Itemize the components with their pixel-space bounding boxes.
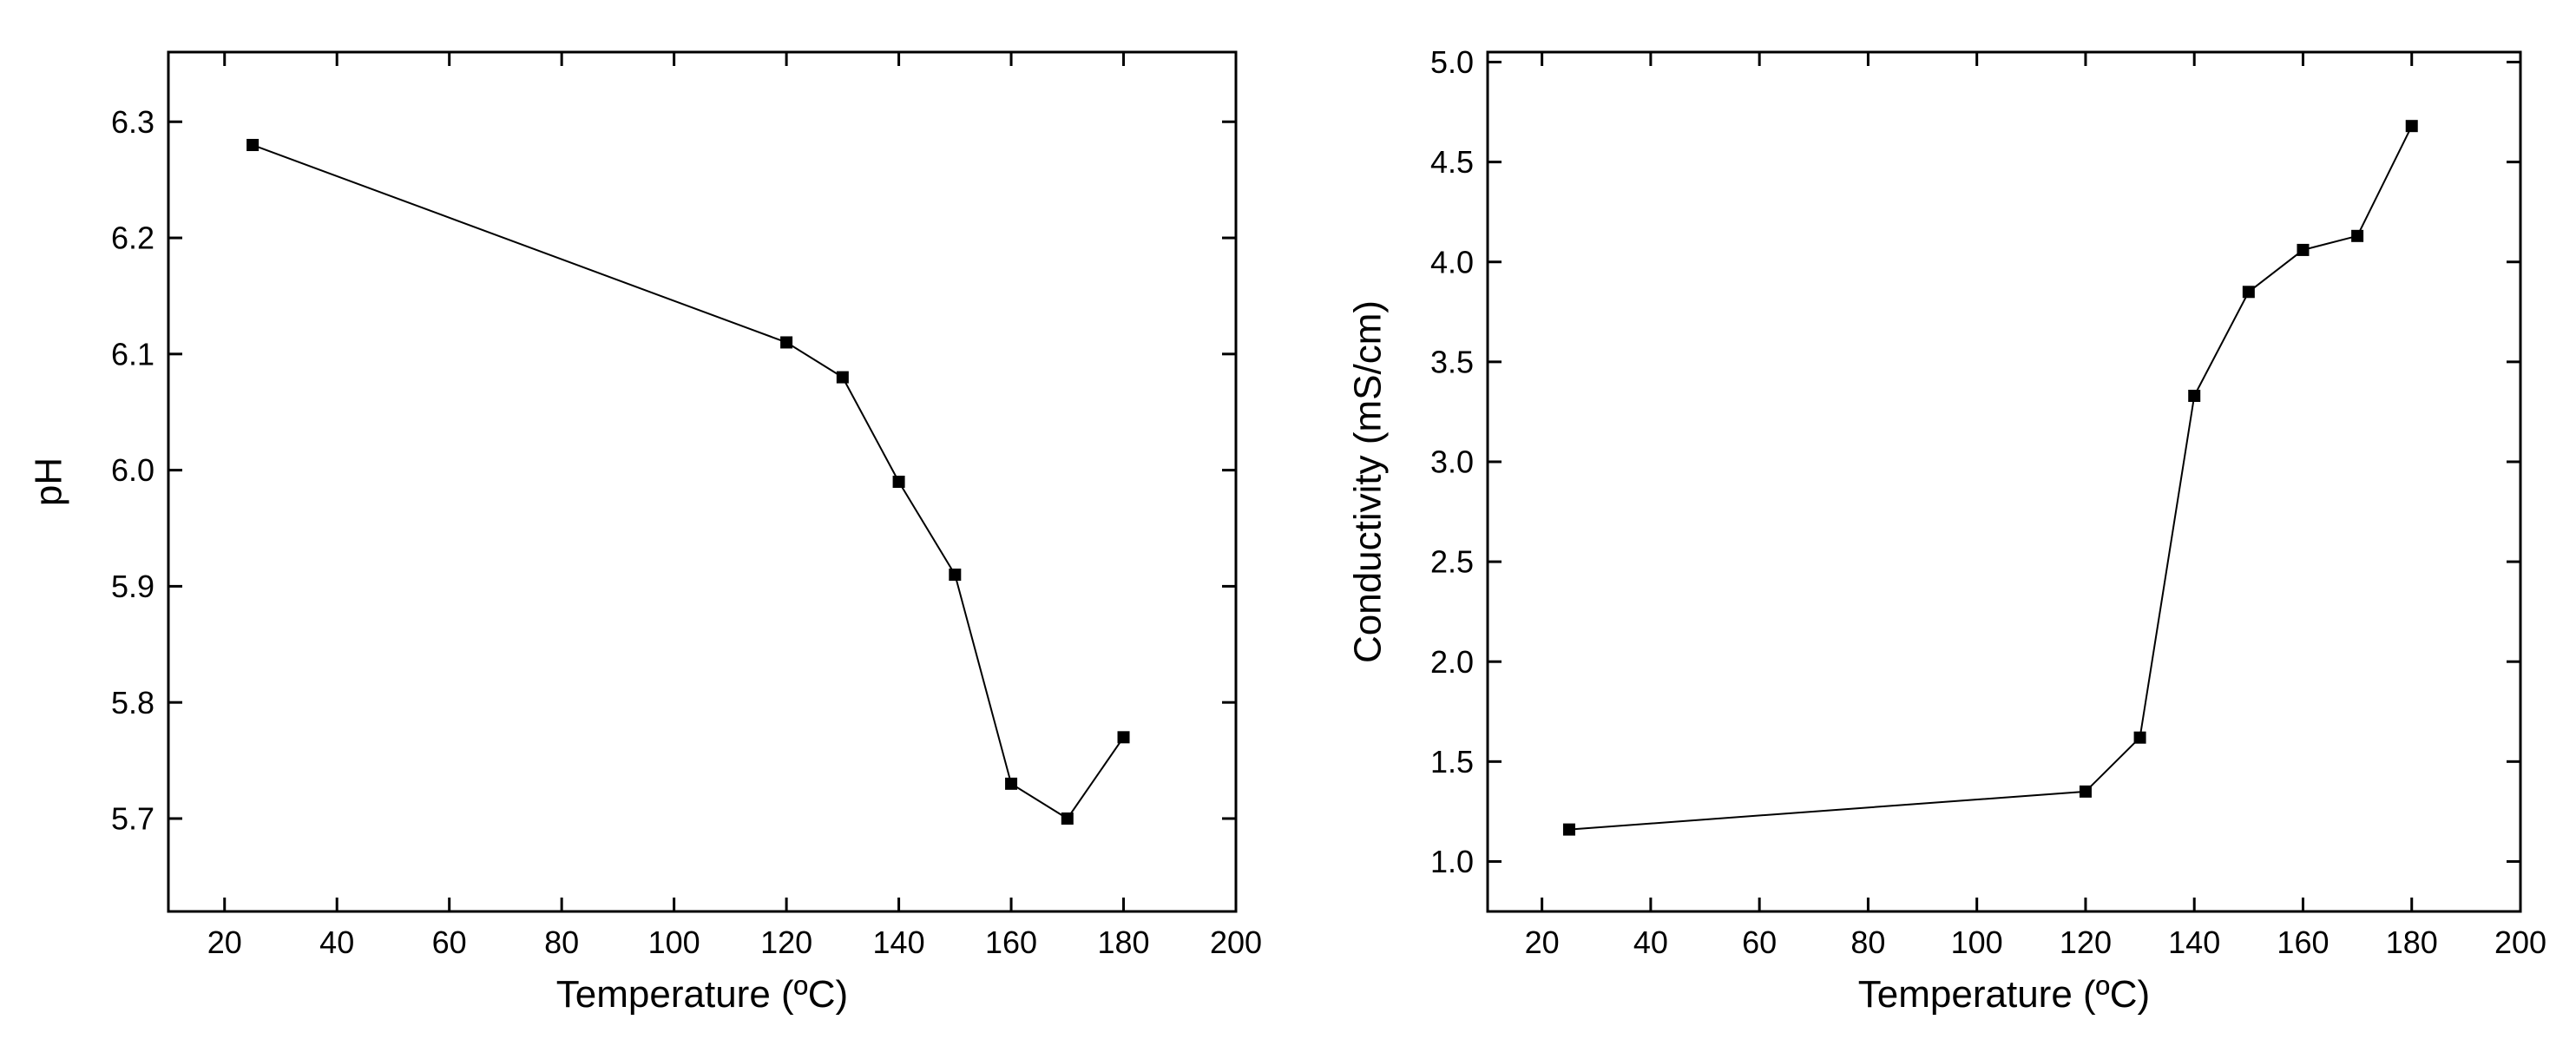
y-tick-label: 5.0 bbox=[1430, 44, 1474, 80]
series-marker bbox=[2351, 230, 2363, 242]
series-marker bbox=[780, 336, 792, 348]
y-axis-label: pH bbox=[27, 457, 69, 506]
series-marker bbox=[1005, 778, 1017, 790]
x-tick-label: 100 bbox=[1951, 924, 2003, 960]
y-tick-label: 5.7 bbox=[111, 801, 154, 837]
x-tick-label: 180 bbox=[1097, 924, 1149, 960]
x-tick-label: 20 bbox=[1525, 924, 1560, 960]
series-marker bbox=[893, 476, 905, 488]
y-tick-label: 6.0 bbox=[111, 452, 154, 488]
series-marker bbox=[1118, 731, 1130, 743]
series-marker bbox=[2297, 244, 2309, 256]
y-tick-label: 4.5 bbox=[1430, 144, 1474, 180]
x-tick-label: 120 bbox=[2060, 924, 2112, 960]
series-line bbox=[1569, 126, 2412, 829]
x-tick-label: 140 bbox=[2168, 924, 2220, 960]
series-marker bbox=[246, 139, 259, 151]
y-tick-label: 1.5 bbox=[1430, 744, 1474, 780]
y-tick-label: 1.0 bbox=[1430, 844, 1474, 879]
x-tick-label: 180 bbox=[2386, 924, 2438, 960]
y-tick-label: 2.0 bbox=[1430, 644, 1474, 680]
x-tick-label: 80 bbox=[544, 924, 579, 960]
series-marker bbox=[2406, 120, 2418, 132]
x-tick-label: 60 bbox=[1742, 924, 1777, 960]
x-tick-label: 40 bbox=[319, 924, 354, 960]
series-marker bbox=[2080, 786, 2092, 798]
y-tick-label: 2.5 bbox=[1430, 544, 1474, 580]
axes-frame bbox=[1488, 52, 2520, 911]
x-tick-label: 160 bbox=[2277, 924, 2329, 960]
series-marker bbox=[837, 372, 849, 384]
x-axis-label: Temperature (ºC) bbox=[556, 973, 848, 1016]
y-tick-label: 4.0 bbox=[1430, 244, 1474, 280]
y-tick-label: 5.9 bbox=[111, 569, 154, 604]
x-tick-label: 100 bbox=[648, 924, 700, 960]
y-tick-label: 6.1 bbox=[111, 336, 154, 372]
figure-row: 20 40 60 80 100 120 140 160 180 200 5.7 5.8 5.9 6.0 6.… bbox=[0, 0, 2576, 1046]
y-tick-label: 5.8 bbox=[111, 685, 154, 720]
series-marker bbox=[2188, 390, 2200, 402]
series-marker bbox=[2243, 286, 2255, 298]
series-marker bbox=[1563, 824, 1575, 836]
y-tick-label: 6.2 bbox=[111, 220, 154, 256]
conductivity-chart-svg: 20 40 60 80 100 120 140 160 180 200 1.0 1.5 2.0 2.5 3.… bbox=[1305, 17, 2555, 1024]
x-tick-label: 80 bbox=[1850, 924, 1885, 960]
ph-chart-svg: 20 40 60 80 100 120 140 160 180 200 5.7 5.8 5.9 6.0 6.… bbox=[21, 17, 1271, 1024]
y-tick-label: 6.3 bbox=[111, 104, 154, 140]
x-tick-label: 60 bbox=[432, 924, 467, 960]
conductivity-chart-panel: 20 40 60 80 100 120 140 160 180 200 1.0 1.5 2.0 2.5 3.… bbox=[1305, 17, 2555, 1029]
x-tick-label: 140 bbox=[873, 924, 925, 960]
x-axis-label: Temperature (ºC) bbox=[1858, 973, 2150, 1016]
series-marker bbox=[949, 569, 961, 581]
axes-frame bbox=[168, 52, 1236, 911]
y-tick-label: 3.0 bbox=[1430, 444, 1474, 480]
y-axis-label: Conductivity (mS/cm) bbox=[1346, 300, 1389, 663]
ph-chart-panel: 20 40 60 80 100 120 140 160 180 200 5.7 5.8 5.9 6.0 6.… bbox=[21, 17, 1271, 1029]
x-tick-label: 200 bbox=[2494, 924, 2546, 960]
x-tick-label: 120 bbox=[760, 924, 812, 960]
x-tick-label: 40 bbox=[1633, 924, 1668, 960]
series-line bbox=[253, 145, 1123, 819]
x-tick-label: 200 bbox=[1210, 924, 1262, 960]
y-tick-label: 3.5 bbox=[1430, 344, 1474, 379]
series-marker bbox=[1061, 812, 1074, 825]
x-tick-label: 20 bbox=[207, 924, 242, 960]
series-marker bbox=[2134, 732, 2146, 744]
x-tick-label: 160 bbox=[985, 924, 1037, 960]
